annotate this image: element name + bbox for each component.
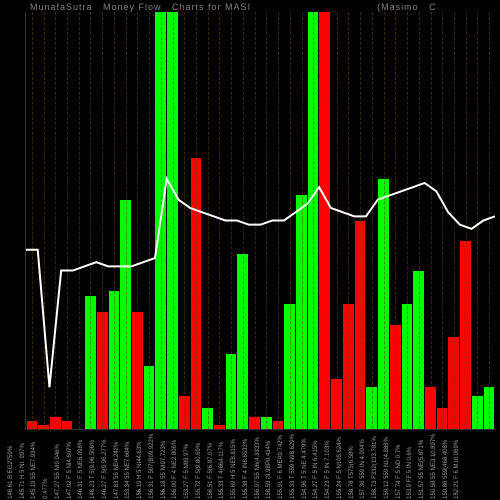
gridline [395, 12, 396, 429]
gridline [137, 12, 138, 429]
gridline [55, 12, 56, 429]
gridline [302, 12, 303, 429]
gridline [208, 12, 209, 429]
chart-plot-area [25, 12, 495, 430]
gridline [255, 12, 256, 429]
gridline [290, 12, 291, 429]
gridline [442, 12, 443, 429]
gridline [196, 12, 197, 429]
gridline [454, 12, 455, 429]
gridline [79, 12, 80, 429]
gridline [231, 12, 232, 429]
gridline [348, 12, 349, 429]
gridline [419, 12, 420, 429]
gridline [184, 12, 185, 429]
gridline [102, 12, 103, 429]
gridline [243, 12, 244, 429]
x-label: 152.21 F 6 M10.069% [454, 487, 500, 499]
gridline [278, 12, 279, 429]
x-axis-labels: 144.48 T 6 NI. 345%146.61 B EG2759%145.7… [25, 430, 495, 500]
gridline [384, 12, 385, 429]
bars-container [26, 12, 495, 429]
gridline [360, 12, 361, 429]
gridline [466, 12, 467, 429]
gridline [325, 12, 326, 429]
gridline [149, 12, 150, 429]
gridline [372, 12, 373, 429]
gridline [266, 12, 267, 429]
gridline [32, 12, 33, 429]
gridline [431, 12, 432, 429]
gridline [90, 12, 91, 429]
gridline [161, 12, 162, 429]
chart-title: MunafaSutra Money Flow Charts for MASI (… [0, 2, 500, 12]
gridline [489, 12, 490, 429]
gridline [219, 12, 220, 429]
gridline [114, 12, 115, 429]
gridline [44, 12, 45, 429]
gridline [477, 12, 478, 429]
gridline [173, 12, 174, 429]
gridline [337, 12, 338, 429]
gridline [313, 12, 314, 429]
gridline [407, 12, 408, 429]
gridline [67, 12, 68, 429]
gridline [126, 12, 127, 429]
